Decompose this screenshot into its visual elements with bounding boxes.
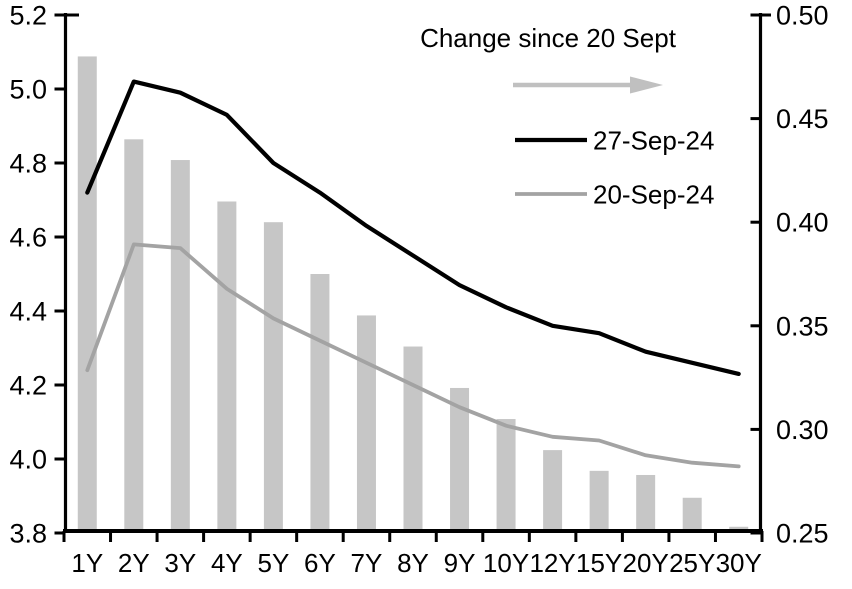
right-axis-tick-label: 0.45 (776, 104, 829, 134)
bar-5Y (263, 222, 283, 533)
x-axis-category-label: 2Y (118, 548, 150, 578)
bar-15Y (589, 470, 609, 533)
bar-3Y (170, 160, 190, 534)
legend-27-sep-label: 27-Sep-24 (593, 126, 714, 156)
bar-2Y (124, 139, 144, 533)
bar-1Y (77, 56, 97, 533)
x-axis: 1Y 2Y 3Y 4Y 5Y 6Y 7Y 8Y 9Y 10Y 12Y 15Y 20Y 25Y 30Y (62, 531, 764, 578)
left-axis-tick-label: 4.6 (9, 223, 47, 253)
line-series-20-sep-24 (85, 242, 741, 469)
x-axis-category-label: 9Y (444, 548, 476, 578)
x-axis-category-label: 15Y (576, 548, 622, 578)
x-axis-category-label: 5Y (257, 548, 289, 578)
right-axis-tick-label: 0.25 (776, 519, 829, 549)
bar-6Y (310, 274, 330, 533)
right-axis: 0.50 0.45 0.40 0.35 0.30 0.25 (750, 1, 829, 549)
bar-25Y (682, 497, 702, 533)
bar-8Y (403, 346, 423, 533)
arrow-head (630, 76, 663, 94)
x-axis-category-label: 3Y (164, 548, 196, 578)
bar-20Y (636, 474, 656, 533)
x-axis-category-label: 7Y (351, 548, 383, 578)
line-series-27-sep-24 (85, 79, 741, 376)
x-axis-category-label: 1Y (71, 548, 103, 578)
x-axis-category-label: 8Y (397, 548, 429, 578)
x-axis-category-label: 12Y (529, 548, 575, 578)
legend-change-label: Change since 20 Sept (420, 23, 677, 53)
left-axis-tick-label: 4.4 (9, 297, 47, 327)
x-axis-category-label: 4Y (211, 548, 243, 578)
bar-4Y (217, 201, 237, 534)
left-axis-tick-label: 3.8 (9, 519, 47, 549)
left-axis: 5.2 5.0 4.8 4.6 4.4 4.2 4.0 3.8 (9, 1, 79, 549)
right-axis-tick-label: 0.50 (776, 1, 829, 31)
x-axis-category-label: 6Y (304, 548, 336, 578)
right-axis-tick-label: 0.40 (776, 208, 829, 238)
x-axis-category-label: 25Y (669, 548, 715, 578)
bar-10Y (496, 419, 516, 533)
x-axis-category-label: 10Y (483, 548, 529, 578)
axes (63, 13, 763, 533)
left-axis-tick-label: 4.8 (9, 149, 47, 179)
left-axis-tick-label: 4.0 (9, 445, 47, 475)
legend-20-sep-label: 20-Sep-24 (593, 180, 714, 210)
left-axis-tick-label: 5.0 (9, 75, 47, 105)
right-axis-tick-label: 0.30 (776, 415, 829, 445)
legend: Change since 20 Sept 27-Sep-24 20-Sep-24 (420, 23, 714, 210)
right-axis-tick-label: 0.35 (776, 311, 829, 341)
arrow-right-icon (513, 76, 663, 94)
bar-7Y (356, 315, 376, 533)
x-axis-category-label: 20Y (623, 548, 669, 578)
bar-9Y (450, 387, 470, 533)
x-axis-category-label: 30Y (716, 548, 762, 578)
left-axis-tick-label: 5.2 (9, 1, 47, 31)
left-axis-tick-label: 4.2 (9, 371, 47, 401)
bar-12Y (543, 450, 563, 533)
